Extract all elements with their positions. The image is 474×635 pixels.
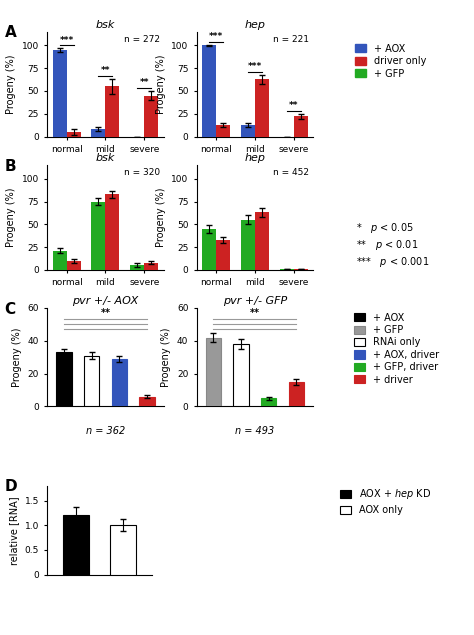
Bar [105,194,119,270]
Bar [63,516,89,575]
Bar [241,220,255,270]
Text: A: A [5,25,17,41]
Title: pvr +/- AOX: pvr +/- AOX [73,296,138,306]
Text: D: D [5,479,18,495]
Text: n = 320: n = 320 [124,168,160,177]
Bar [280,269,293,270]
Text: **: ** [250,308,260,318]
Title: hep: hep [244,20,265,30]
Bar [67,261,81,270]
Text: **: ** [289,101,298,110]
Bar [293,116,308,137]
Bar [289,382,304,406]
Text: n = 221: n = 221 [273,35,310,44]
Text: **: ** [100,67,110,76]
Title: hep: hep [244,153,265,163]
Text: **: ** [100,308,110,318]
Text: ***: *** [209,32,223,41]
Y-axis label: Progeny (%): Progeny (%) [12,328,22,387]
Y-axis label: Progeny (%): Progeny (%) [155,55,165,114]
Title: bsk: bsk [96,20,115,30]
Bar [67,132,81,137]
Text: n = 272: n = 272 [124,35,160,44]
Y-axis label: Progeny (%): Progeny (%) [155,188,165,247]
Y-axis label: Progeny (%): Progeny (%) [6,188,16,247]
Bar [202,229,216,270]
Bar [84,356,99,406]
Bar [216,124,230,137]
Bar [56,352,72,406]
Bar [255,213,269,270]
Bar [206,338,221,406]
Bar [91,201,105,270]
Bar [233,344,248,406]
Text: ***: *** [247,62,262,71]
Bar [139,396,155,406]
Title: bsk: bsk [96,153,115,163]
Bar [130,265,144,270]
Legend: AOX + $\it{hep}$ KD, AOX only: AOX + $\it{hep}$ KD, AOX only [337,485,434,518]
Legend: + AOX, driver only, + GFP: + AOX, driver only, + GFP [351,40,430,83]
Bar [144,263,158,270]
Bar [53,251,67,270]
Text: n = 493: n = 493 [235,426,274,436]
Text: ***: *** [60,36,74,44]
Bar [241,124,255,137]
Y-axis label: relative [RNA]: relative [RNA] [9,496,19,565]
Bar [293,269,308,270]
Y-axis label: Progeny (%): Progeny (%) [161,328,171,387]
Bar [216,240,230,270]
Legend: + AOX, + GFP, RNAi only, + AOX, driver, + GFP, driver, + driver: + AOX, + GFP, RNAi only, + AOX, driver, … [351,310,442,387]
Bar [91,130,105,137]
Bar [255,79,269,137]
Bar [202,46,216,137]
Legend: *   $p$ < 0.05, **   $p$ < 0.01, ***   $p$ < 0.001: * $p$ < 0.05, ** $p$ < 0.01, *** $p$ < 0… [351,218,433,273]
Bar [110,525,137,575]
Bar [144,95,158,137]
Bar [112,359,127,406]
Bar [261,398,276,406]
Text: C: C [5,302,16,317]
Y-axis label: Progeny (%): Progeny (%) [6,55,16,114]
Title: pvr +/- GFP: pvr +/- GFP [223,296,287,306]
Text: n = 452: n = 452 [273,168,310,177]
Text: **: ** [139,78,149,88]
Text: B: B [5,159,17,174]
Text: n = 362: n = 362 [86,426,125,436]
Bar [105,86,119,137]
Bar [53,50,67,137]
